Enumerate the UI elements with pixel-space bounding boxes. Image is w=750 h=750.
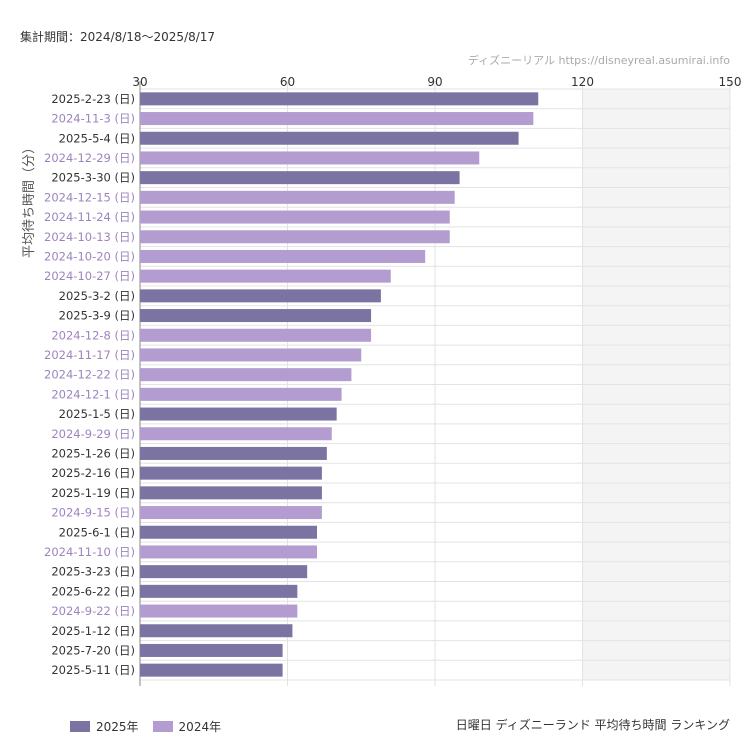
bar <box>140 624 293 638</box>
category-label: 2025-7-20 (日) <box>51 643 135 657</box>
bar <box>140 446 327 460</box>
legend-label-2025: 2025年 <box>96 720 139 734</box>
category-label: 2025-3-30 (日) <box>51 171 135 185</box>
category-label: 2024-9-22 (日) <box>51 604 135 618</box>
bar <box>140 545 317 559</box>
legend-swatch-2024 <box>152 721 173 732</box>
bar <box>140 387 342 401</box>
bar <box>140 190 455 204</box>
category-label: 2025-1-19 (日) <box>51 486 135 500</box>
category-label: 2025-1-12 (日) <box>51 624 135 638</box>
category-label: 2024-11-3 (日) <box>51 112 135 126</box>
x-tick-label: 90 <box>427 75 442 89</box>
category-label: 2024-10-20 (日) <box>44 249 135 263</box>
category-label: 2024-10-13 (日) <box>44 230 135 244</box>
bar <box>140 565 308 579</box>
x-tick-label: 150 <box>719 75 742 89</box>
category-label: 2024-10-27 (日) <box>44 269 135 283</box>
bar <box>140 328 372 342</box>
category-label: 2024-9-29 (日) <box>51 427 135 441</box>
bar <box>140 112 534 126</box>
bar <box>140 506 322 520</box>
category-label: 2025-6-1 (日) <box>59 525 135 539</box>
period-text: 集計期間：2024/8/18〜2025/8/17 <box>20 30 216 44</box>
category-label: 2024-12-8 (日) <box>51 328 135 342</box>
legend-item-2024: 2024年 <box>152 718 222 735</box>
category-label: 2025-3-23 (日) <box>51 565 135 579</box>
chart-caption: 日曜日 ディズニーランド 平均待ち時間 ランキング <box>455 718 730 732</box>
source-credit: ディズニーリアル https://disneyreal.asumirai.inf… <box>467 54 730 67</box>
category-label: 2024-12-22 (日) <box>44 368 135 382</box>
bar <box>140 427 332 441</box>
bar <box>140 92 539 106</box>
y-axis-title: 平均待ち時間（分） <box>22 141 37 258</box>
x-tick-label: 60 <box>280 75 295 89</box>
category-label: 2025-2-16 (日) <box>51 466 135 480</box>
bar <box>140 151 480 165</box>
category-label: 2024-11-10 (日) <box>44 545 135 559</box>
bar <box>140 486 322 500</box>
bar <box>140 663 283 677</box>
category-label: 2024-12-15 (日) <box>44 190 135 204</box>
legend-label-2024: 2024年 <box>178 720 222 734</box>
category-label: 2025-2-23 (日) <box>51 92 135 106</box>
category-label: 2025-3-2 (日) <box>59 289 135 303</box>
legend: 2025年 2024年 <box>70 718 235 735</box>
bar <box>140 604 298 618</box>
category-label: 2025-5-11 (日) <box>51 663 135 677</box>
category-label: 2024-12-1 (日) <box>51 387 135 401</box>
bar <box>140 525 317 539</box>
bar <box>140 171 460 185</box>
category-label: 2024-9-15 (日) <box>51 506 135 520</box>
bar <box>140 309 372 323</box>
bar <box>140 643 283 657</box>
bar <box>140 230 450 244</box>
x-tick-label: 30 <box>132 75 147 89</box>
bar <box>140 131 519 145</box>
bar <box>140 348 362 362</box>
category-label: 2025-6-22 (日) <box>51 584 135 598</box>
bar <box>140 249 426 263</box>
x-tick-label: 120 <box>571 75 594 89</box>
bar <box>140 269 391 283</box>
category-label: 2025-1-5 (日) <box>59 407 135 421</box>
bar <box>140 407 337 421</box>
bar <box>140 289 381 303</box>
bar <box>140 368 352 382</box>
category-label: 2024-12-29 (日) <box>44 151 135 165</box>
bar <box>140 584 298 598</box>
category-label: 2025-3-9 (日) <box>59 309 135 323</box>
bar <box>140 210 450 224</box>
category-label: 2025-5-4 (日) <box>59 131 135 145</box>
legend-swatch-2025 <box>70 721 90 732</box>
bar <box>140 466 322 480</box>
legend-item-2025: 2025年 <box>70 718 139 735</box>
category-label: 2024-11-24 (日) <box>44 210 135 224</box>
category-label: 2025-1-26 (日) <box>51 446 135 460</box>
category-label: 2024-11-17 (日) <box>44 348 135 362</box>
